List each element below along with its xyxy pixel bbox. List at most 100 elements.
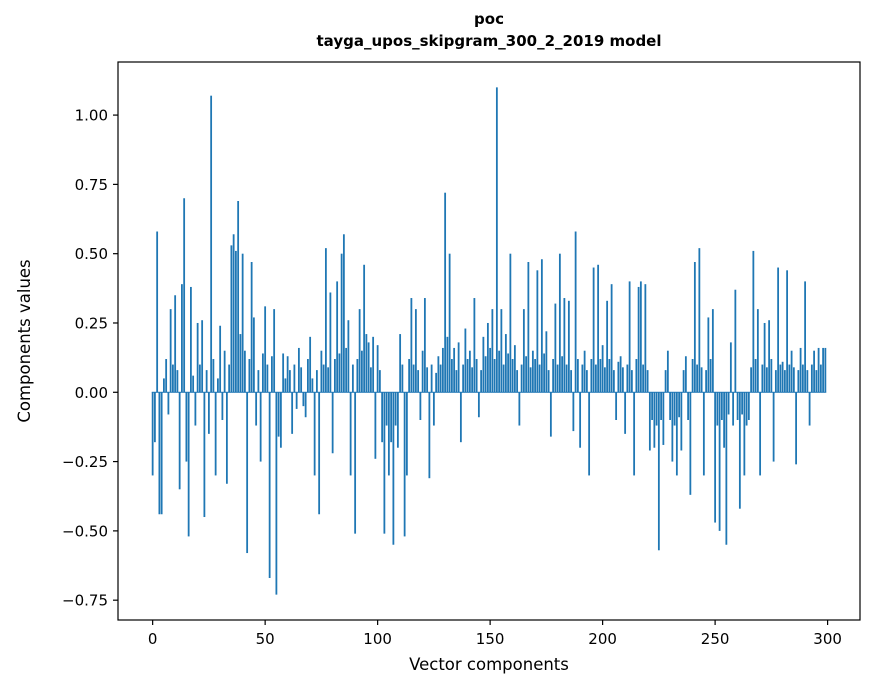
bar xyxy=(219,325,222,393)
bar xyxy=(801,364,804,393)
bar xyxy=(493,359,496,393)
x-axis-label: Vector components xyxy=(409,655,569,674)
bar xyxy=(390,392,393,443)
bar xyxy=(241,253,244,393)
bar xyxy=(185,392,188,462)
bar xyxy=(259,392,262,462)
axes-frame xyxy=(117,61,861,621)
bar xyxy=(642,364,645,393)
bar xyxy=(291,392,294,434)
bar xyxy=(288,370,291,393)
bar xyxy=(381,392,384,443)
bar xyxy=(669,392,672,420)
bar xyxy=(736,392,739,420)
bar xyxy=(637,286,640,393)
bar xyxy=(399,334,402,393)
y-tick-label: 1.00 xyxy=(75,107,108,125)
bar xyxy=(394,392,397,426)
bar xyxy=(558,253,561,393)
bar xyxy=(482,336,485,393)
bar xyxy=(372,336,375,393)
bar xyxy=(700,367,703,393)
bar xyxy=(702,392,705,476)
bars xyxy=(151,87,827,595)
bar xyxy=(351,364,354,393)
bar xyxy=(464,328,467,393)
bar xyxy=(405,392,408,476)
bar xyxy=(635,359,638,393)
bar xyxy=(237,201,240,393)
bar xyxy=(804,281,806,393)
bar xyxy=(297,347,300,393)
bar xyxy=(322,364,325,393)
bar xyxy=(815,370,818,393)
bar xyxy=(378,370,381,393)
bar xyxy=(158,392,161,515)
bar xyxy=(594,364,597,393)
bar xyxy=(261,353,264,393)
bar xyxy=(619,356,622,393)
bar xyxy=(201,320,204,393)
bar xyxy=(657,392,660,551)
bar xyxy=(572,392,575,432)
bar xyxy=(194,392,197,426)
bar xyxy=(295,392,298,409)
bar xyxy=(583,350,586,393)
bar xyxy=(446,336,449,393)
bar xyxy=(498,350,501,393)
bar xyxy=(603,367,606,393)
bar xyxy=(651,392,654,420)
bar xyxy=(151,392,154,476)
bar xyxy=(707,317,710,393)
bar xyxy=(788,364,791,393)
bar xyxy=(437,356,440,393)
bar xyxy=(781,361,784,393)
bar xyxy=(684,356,687,393)
bar xyxy=(806,370,809,393)
bar xyxy=(336,281,339,393)
y-tick-label: 0.25 xyxy=(75,314,108,332)
bar xyxy=(644,284,647,393)
bar xyxy=(435,372,438,393)
bar xyxy=(817,347,820,393)
bar xyxy=(266,364,269,393)
bar xyxy=(417,370,420,393)
bar xyxy=(466,359,469,393)
x-tick-label: 0 xyxy=(148,630,158,648)
bar xyxy=(412,364,415,393)
bar xyxy=(633,392,636,476)
bar xyxy=(419,392,422,420)
bar xyxy=(754,359,757,393)
bar xyxy=(196,322,199,393)
bar xyxy=(329,292,332,393)
bar xyxy=(489,347,492,393)
bar xyxy=(367,342,370,393)
bar xyxy=(797,370,800,393)
bar xyxy=(660,392,663,420)
bar xyxy=(315,370,318,393)
bar xyxy=(520,364,523,393)
bar xyxy=(621,367,624,393)
bar xyxy=(221,392,224,420)
bar xyxy=(819,364,822,393)
bar xyxy=(239,334,242,393)
bar xyxy=(808,392,811,426)
bar xyxy=(779,364,782,393)
bar xyxy=(599,359,602,393)
bar xyxy=(680,392,683,451)
bar xyxy=(225,392,228,484)
bar xyxy=(709,359,712,393)
bar xyxy=(302,392,305,407)
bar xyxy=(345,347,348,393)
bar xyxy=(156,231,159,393)
bar xyxy=(477,392,480,418)
bar xyxy=(639,281,642,393)
bar xyxy=(356,359,359,393)
bar xyxy=(358,309,361,393)
bar xyxy=(385,392,388,426)
bar xyxy=(468,350,471,393)
bar xyxy=(705,370,708,393)
bar xyxy=(608,359,611,393)
bar xyxy=(531,350,534,393)
